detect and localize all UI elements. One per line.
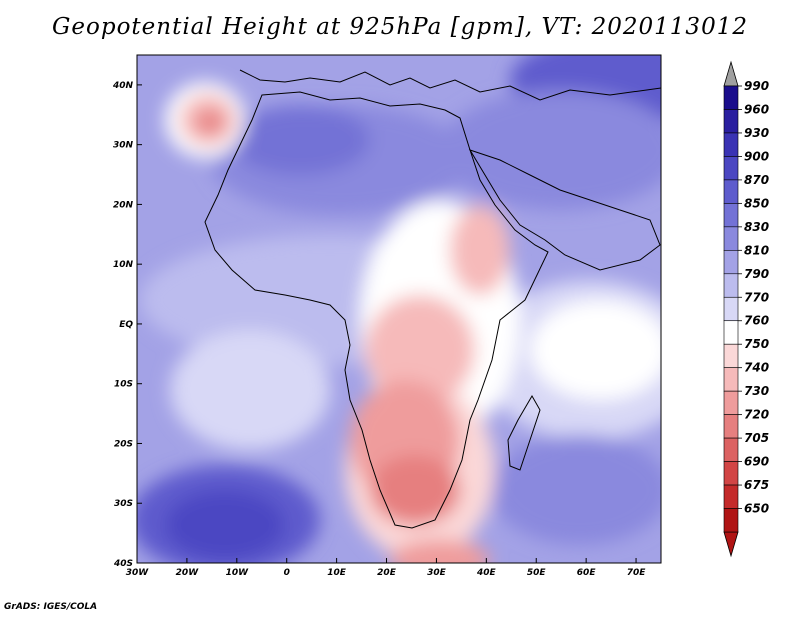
colorbar-swatch: [723, 484, 739, 509]
europe-coastline: [239, 69, 661, 101]
colorbar-swatch: [723, 296, 739, 322]
colorbar-label: 760: [744, 314, 769, 328]
longitude-axis: 30W 20W 10W 0 10E 20E 30E 40E 50E 60E 70E: [126, 558, 646, 578]
map-title: Geopotential Height at 925hPa [gpm], VT:…: [52, 14, 748, 40]
colorbar-swatch: [723, 85, 739, 110]
colorbar-top-arrow: [723, 60, 739, 87]
arabia-coastline: [468, 149, 661, 271]
lat-tick-label: 40N: [112, 81, 134, 91]
colorbar-label: 720: [744, 408, 769, 422]
coastlines: [204, 69, 661, 529]
colorbar-label: 990: [744, 79, 769, 93]
colorbar-label: 730: [744, 384, 769, 398]
map-frame: [136, 54, 662, 564]
colorbar-label: 690: [744, 455, 769, 469]
colorbar-swatch: [723, 461, 739, 486]
grads-credit: GrADS: IGES/COLA: [4, 602, 98, 612]
lon-tick-label: 10W: [226, 568, 250, 578]
colorbar-swatch: [723, 414, 739, 439]
colorbar-label: 705: [744, 431, 769, 445]
lat-tick-label: 30S: [114, 499, 133, 509]
colorbar-swatch: [723, 508, 739, 533]
colorbar-swatch: [723, 203, 739, 228]
colorbar-bottom-arrow: [723, 531, 739, 558]
lat-tick-label: 10S: [114, 380, 133, 390]
madagascar-coastline: [507, 395, 541, 471]
colorbar-swatch: [723, 343, 739, 368]
lon-tick-label: 50E: [527, 568, 547, 578]
lon-tick-label: 60E: [577, 568, 597, 578]
lat-tick-label: 10N: [113, 260, 134, 270]
latitude-axis: 40N 30N 20N 10N EQ 10S 20S 30S 40S: [112, 81, 142, 569]
colorbar-swatch: [723, 132, 739, 157]
colorbar-swatch: [723, 320, 739, 345]
colorbar-swatch: [723, 226, 739, 251]
colorbar-label: 900: [744, 149, 769, 163]
colorbar-swatch: [723, 156, 739, 181]
lat-tick-label: 30N: [113, 141, 134, 151]
africa-coastline: [204, 91, 549, 529]
lon-tick-label: 30E: [427, 568, 447, 578]
lat-tick-label: EQ: [119, 320, 133, 330]
lon-tick-label: 70E: [627, 568, 647, 578]
colorbar-label: 830: [744, 220, 769, 234]
lat-tick-label: 20S: [114, 439, 133, 449]
lon-tick-label: 30W: [126, 568, 150, 578]
lon-tick-label: 10E: [327, 568, 347, 578]
lat-tick-label: 20N: [113, 200, 134, 210]
colorbar-label: 930: [744, 126, 769, 140]
lon-tick-label: 20E: [377, 568, 397, 578]
colorbar-label: 790: [744, 267, 769, 281]
colorbar-swatch: [723, 273, 739, 298]
lon-tick-label: 20W: [176, 568, 200, 578]
colorbar-swatch: [723, 179, 739, 204]
colorbar-swatch: [723, 367, 739, 392]
colorbar: 990 960 930 900 870 850 830 810 790 770 760 750 740 7…: [723, 60, 769, 558]
colorbar-label: 650: [744, 502, 769, 516]
colorbar-label: 750: [744, 337, 769, 351]
colorbar-swatch: [723, 390, 739, 415]
lon-tick-label: 0: [284, 568, 290, 578]
colorbar-label: 740: [744, 361, 769, 375]
colorbar-label: 675: [744, 478, 769, 492]
lon-tick-label: 40E: [476, 568, 497, 578]
colorbar-swatch: [723, 250, 739, 275]
colorbar-swatch: [723, 437, 739, 462]
colorbar-label: 850: [744, 196, 769, 210]
colorbar-label: 960: [744, 102, 769, 116]
geopotential-field: [137, 55, 661, 563]
colorbar-label: 770: [744, 290, 769, 304]
colorbar-label: 810: [744, 243, 769, 257]
lat-tick-label: 40S: [113, 559, 133, 569]
colorbar-swatch: [723, 109, 739, 134]
colorbar-label: 870: [744, 173, 769, 187]
